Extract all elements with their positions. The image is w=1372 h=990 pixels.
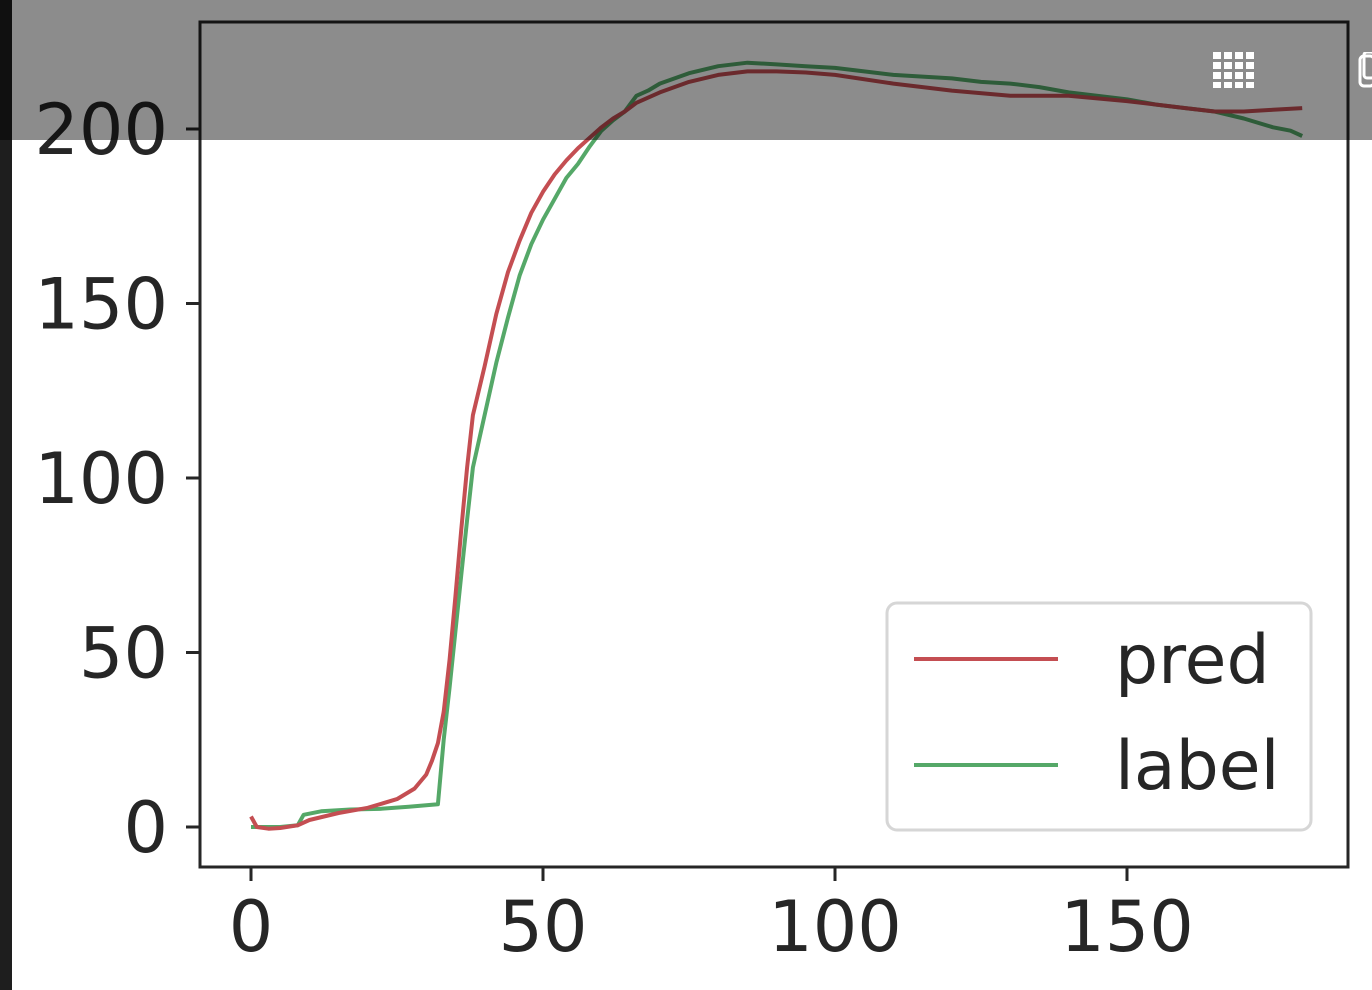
y-tick-label: 150 [34, 264, 168, 346]
x-tick-label: 100 [768, 886, 902, 968]
y-tick-label: 100 [34, 438, 168, 520]
y-tick-label: 50 [79, 613, 168, 695]
legend-label-label: label [1115, 727, 1279, 806]
legend-label-pred: pred [1115, 621, 1270, 700]
x-tick-label: 50 [498, 886, 587, 968]
x-tick-label: 150 [1060, 886, 1194, 968]
copy-icon[interactable] [1356, 50, 1372, 92]
toolbar-overlay [0, 0, 1372, 140]
plot-frame [198, 20, 1350, 869]
y-tick-label: 0 [123, 787, 168, 869]
series-line-pred [249, 69, 1303, 831]
y-tick-label: 200 [34, 89, 168, 171]
plot-area: 0 50 100 150 0 50 100 150 200 pred label [34, 20, 1350, 968]
window-edge [0, 0, 12, 990]
x-tick-label: 0 [229, 886, 274, 968]
grid-icon[interactable] [1211, 50, 1255, 90]
